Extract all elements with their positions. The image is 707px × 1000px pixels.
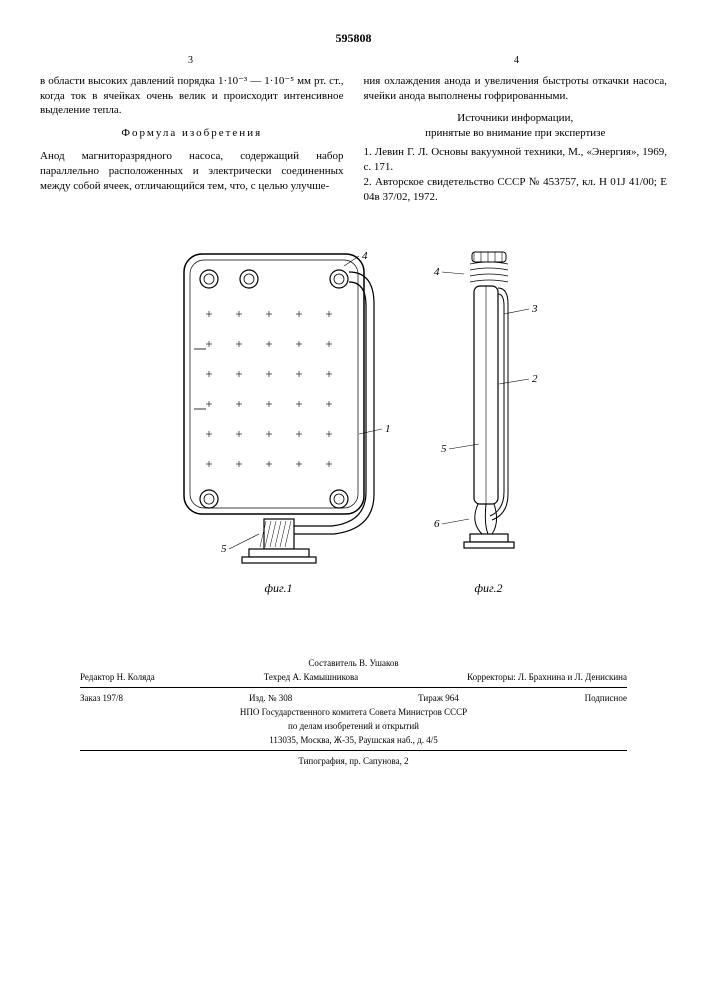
page-right: 4: [366, 54, 667, 68]
fig2-wrap: 4 3 2 5 6 фиг.2: [434, 234, 544, 596]
editor: Редактор Н. Коляда: [80, 671, 155, 683]
figures-block: 4 1 5 фиг.1 4 3 2 5 6 фиг.2: [40, 234, 667, 596]
page-left: 3: [40, 54, 341, 68]
org2: по делам изобретений и открытий: [80, 720, 627, 732]
text-columns: в области высоких давлений порядка 1·10⁻…: [40, 74, 667, 205]
left-para1: в области высоких давлений порядка 1·10⁻…: [40, 74, 344, 119]
left-para2: Анод магниторазрядного насоса, содержащи…: [40, 149, 344, 194]
right-para1: ния охлаждения анода и увеличения быстро…: [364, 74, 668, 104]
svg-text:3: 3: [531, 303, 538, 315]
ref1: 1. Левин Г. Л. Основы вакуумной техники,…: [364, 145, 668, 175]
fig2-svg: 4 3 2 5 6: [434, 234, 544, 574]
footer: Составитель В. Ушаков Редактор Н. Коляда…: [40, 657, 667, 768]
tech: Техред А. Камышникова: [264, 671, 358, 683]
left-column: в области высоких давлений порядка 1·10⁻…: [40, 74, 344, 205]
svg-text:2: 2: [532, 373, 538, 385]
svg-text:1: 1: [385, 423, 391, 435]
right-column: ния охлаждения анода и увеличения быстро…: [364, 74, 668, 205]
addr: 113035, Москва, Ж-35, Раушская наб., д. …: [80, 734, 627, 746]
page-numbers: 3 4: [40, 54, 667, 68]
svg-text:4: 4: [362, 250, 368, 262]
sources-title2: принятые во внимание при экспертизе: [364, 126, 668, 141]
svg-text:5: 5: [441, 443, 447, 455]
svg-text:6: 6: [434, 518, 440, 530]
svg-text:5: 5: [221, 543, 227, 555]
fig2-label: фиг.2: [434, 580, 544, 596]
corrector: Корректоры: Л. Брахнина и Л. Денискина: [467, 671, 627, 683]
fig1-label: фиг.1: [164, 580, 394, 596]
formula-title: Формула изобретения: [40, 126, 344, 141]
sub: Подписное: [585, 692, 627, 704]
tirazh: Тираж 964: [418, 692, 459, 704]
fig1-wrap: 4 1 5 фиг.1: [164, 234, 394, 596]
ref2: 2. Авторское свидетельство СССР № 453757…: [364, 175, 668, 205]
compiler: Составитель В. Ушаков: [80, 657, 627, 669]
org1: НПО Государственного комитета Совета Мин…: [80, 706, 627, 718]
fig1-svg: 4 1 5: [164, 234, 394, 574]
izd: Изд. № 308: [249, 692, 292, 704]
typo: Типография, пр. Сапунова, 2: [80, 755, 627, 767]
svg-text:4: 4: [434, 266, 440, 278]
sources-title1: Источники информации,: [364, 111, 668, 126]
order: Заказ 197/8: [80, 692, 123, 704]
patent-number: 595808: [40, 30, 667, 46]
